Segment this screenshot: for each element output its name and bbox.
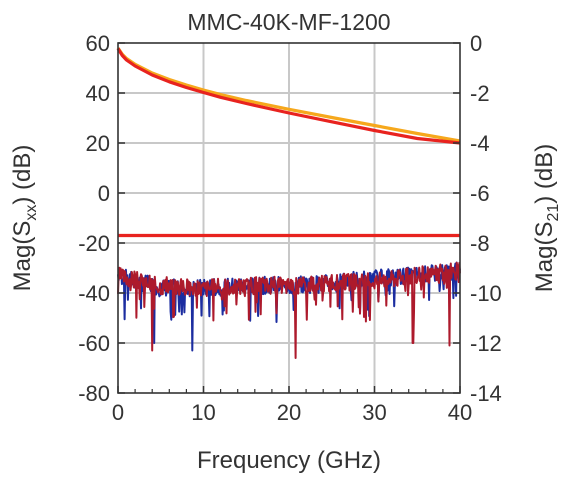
y-left-tick-label: 20 — [86, 131, 110, 156]
series-line — [116, 47, 461, 145]
series-layer — [116, 47, 461, 359]
y-right-tick-label: -14 — [470, 381, 502, 406]
y-left-tick-label: 40 — [86, 81, 110, 106]
x-tick-label: 20 — [277, 400, 301, 425]
x-tick-label: 40 — [448, 400, 472, 425]
y-left-tick-label: 60 — [86, 31, 110, 56]
series-line — [117, 261, 461, 359]
y-right-tick-label: -10 — [470, 281, 502, 306]
y-left-tick-label: -60 — [78, 331, 110, 356]
y-right-tick-label: -2 — [470, 81, 490, 106]
y-title-subscript: 21 — [545, 204, 562, 222]
y-axis-right-title: Mag(S21) (dB) — [531, 144, 562, 292]
y-axis-left-title: Mag(Sxx) (dB) — [9, 145, 40, 292]
y-left-tick-label: -80 — [78, 381, 110, 406]
y-right-tick-label: -4 — [470, 131, 490, 156]
x-tick-label: 0 — [112, 400, 124, 425]
chart-title: MMC-40K-MF-1200 — [187, 9, 390, 35]
axis-ticks — [117, 42, 461, 394]
tick-labels: 0 10 20 30 406040200-20-40-60-800-2-4-6-8-10… — [78, 31, 502, 425]
x-tick-label: 10 — [191, 400, 215, 425]
y-left-tick-label: 0 — [98, 181, 110, 206]
y-title-unit: ) (dB) — [9, 145, 36, 205]
y-title-unit: ) (dB) — [531, 144, 558, 204]
y-left-tick-label: -20 — [78, 231, 110, 256]
y-right-tick-label: -8 — [470, 231, 490, 256]
y-title-text: Mag(S — [9, 221, 36, 292]
y-left-tick-label: -40 — [78, 281, 110, 306]
y-title-subscript: xx — [23, 205, 40, 221]
x-tick-label: 30 — [362, 400, 386, 425]
x-axis-title: Frequency (GHz) — [197, 447, 381, 474]
grid — [118, 43, 460, 393]
y-title-text: Mag(S — [531, 222, 558, 293]
y-right-tick-label: -6 — [470, 181, 490, 206]
y-right-tick-label: 0 — [470, 31, 482, 56]
y-right-tick-label: -12 — [470, 331, 502, 356]
